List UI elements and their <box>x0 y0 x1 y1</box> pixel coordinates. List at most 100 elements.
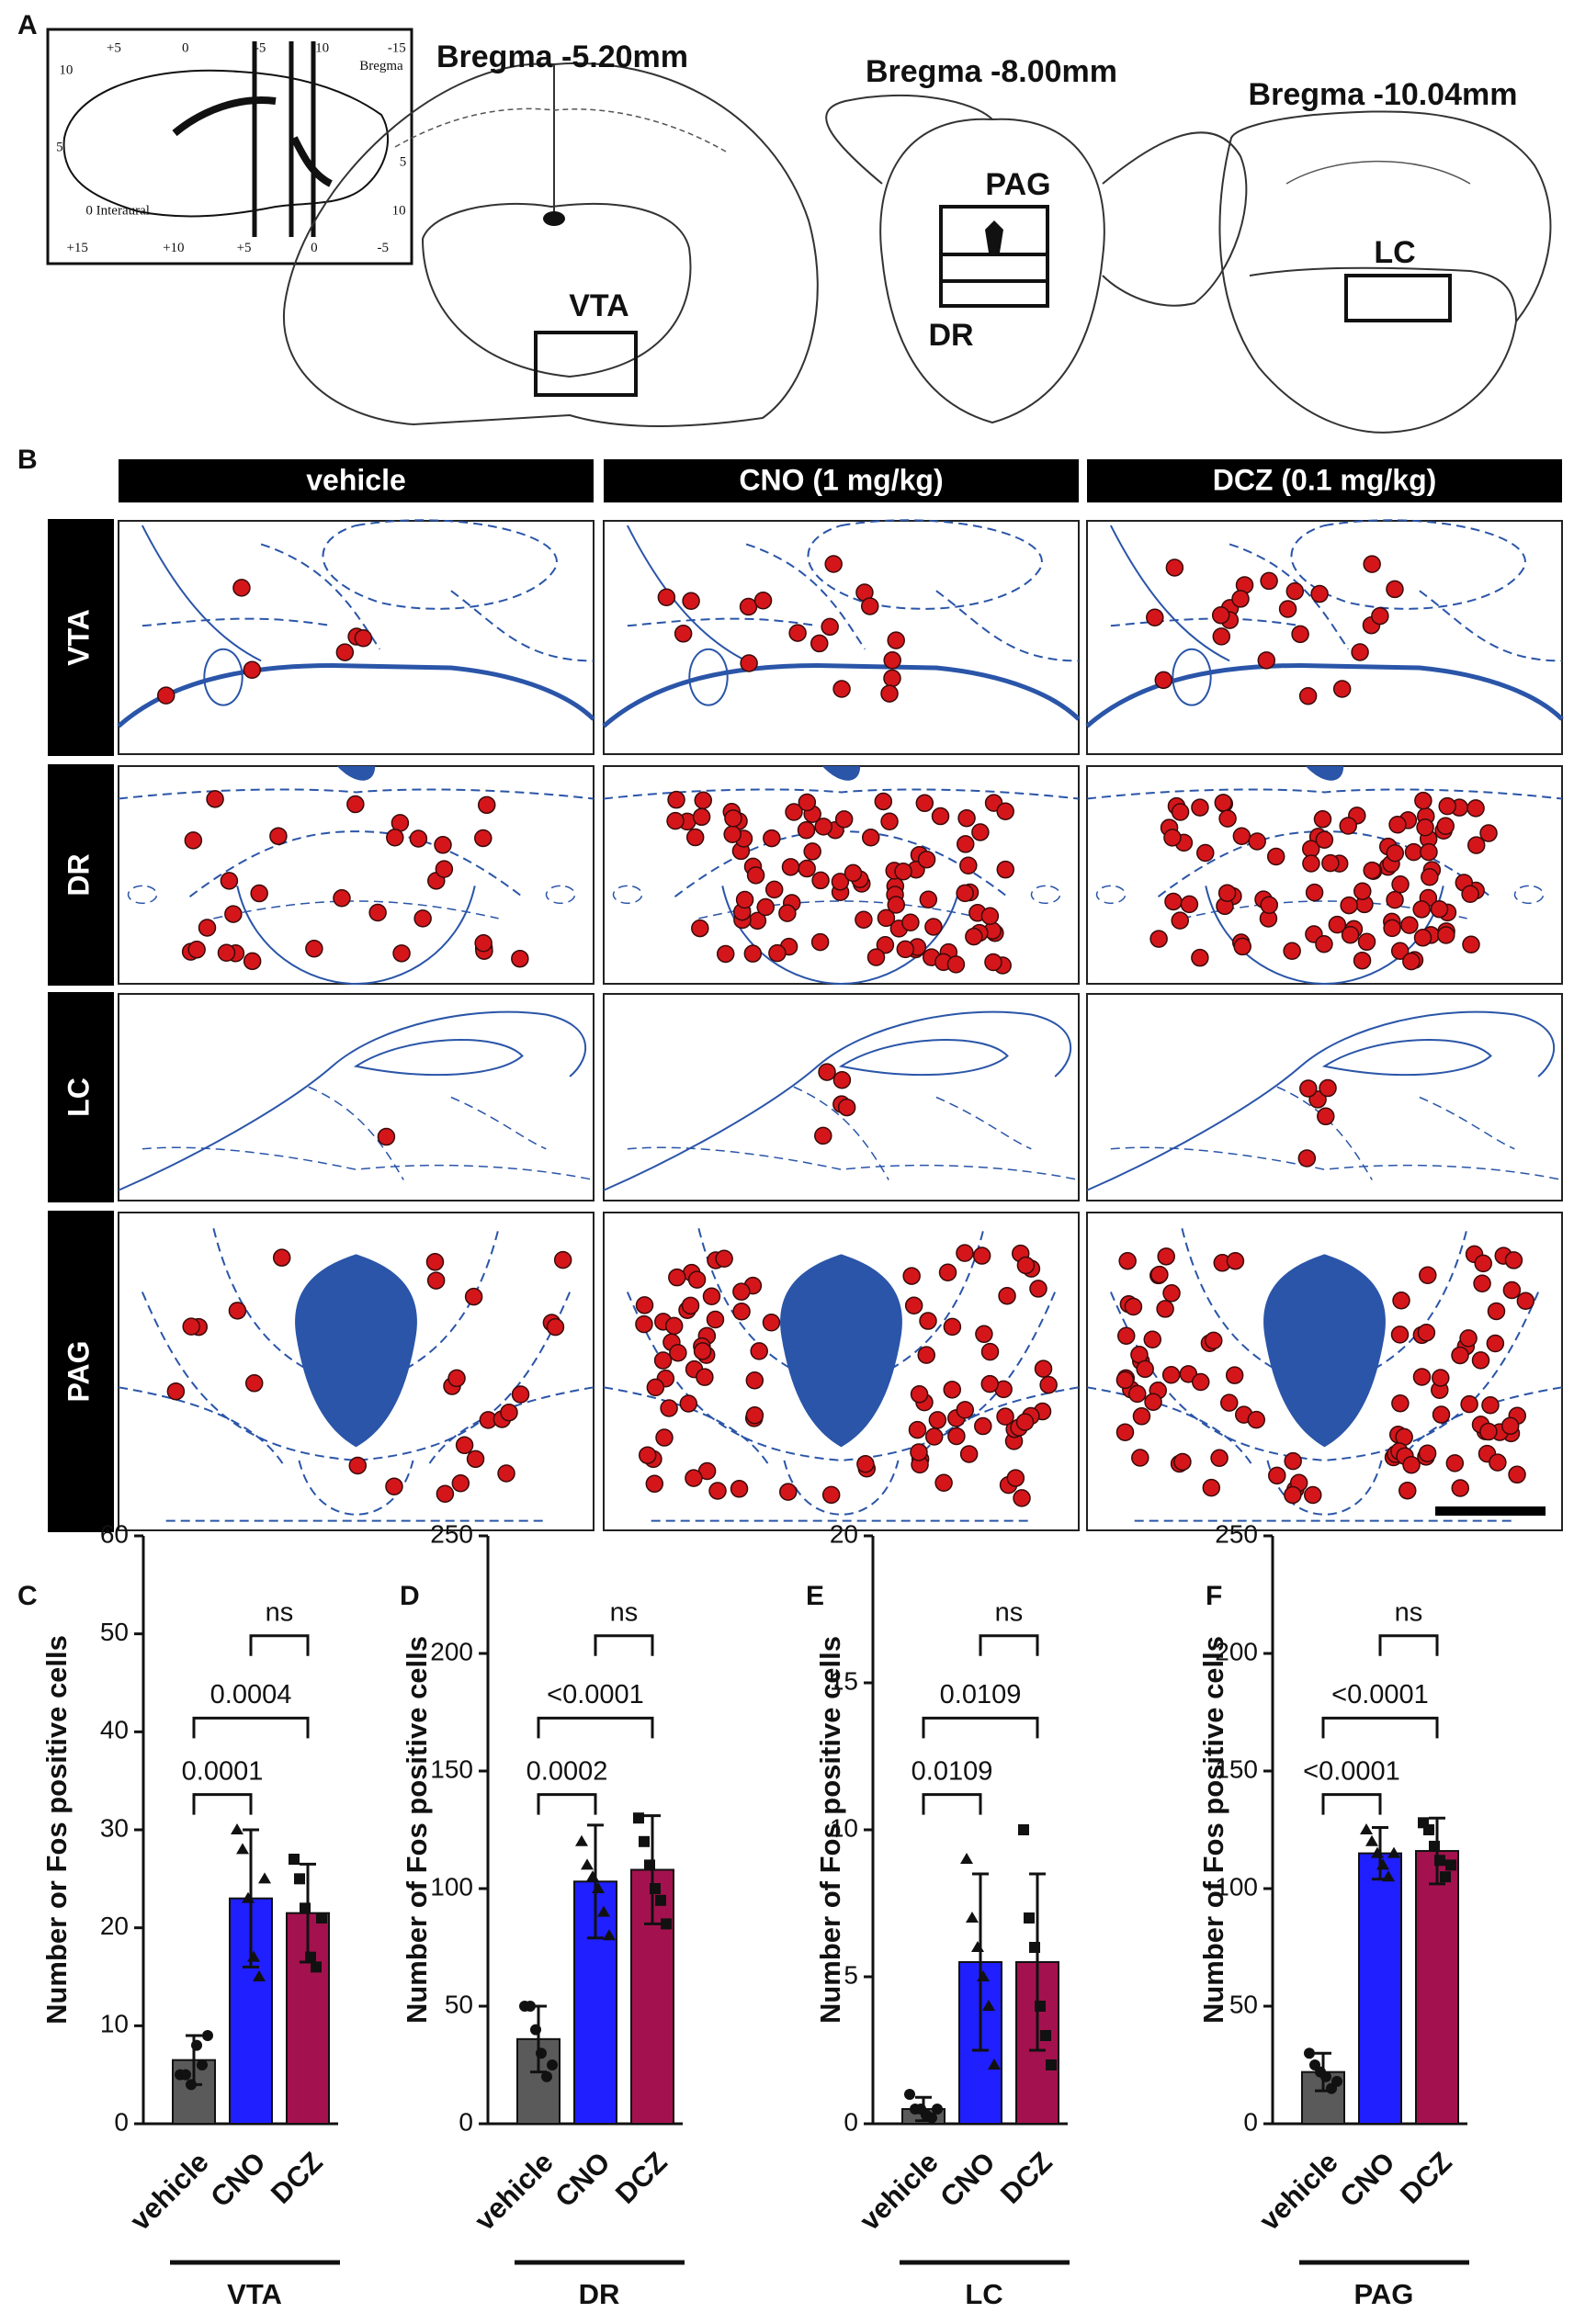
fos-cell <box>1202 1478 1221 1497</box>
fos-cell <box>980 1374 1000 1393</box>
group-label: VTA <box>227 2278 282 2310</box>
fos-cell <box>1233 937 1251 956</box>
fos-cell <box>1437 926 1455 944</box>
fos-cell <box>1386 580 1404 599</box>
fos-cell <box>1363 555 1381 573</box>
section-cell <box>1086 765 1563 985</box>
outline-path <box>1111 544 1562 660</box>
fos-cell <box>901 913 920 931</box>
fos-cell <box>1171 803 1190 821</box>
outline-path <box>842 1040 1008 1075</box>
fos-cell <box>844 863 863 883</box>
fos-cell <box>1154 671 1173 690</box>
fos-cell <box>1191 948 1209 967</box>
outline-path <box>628 1087 1079 1179</box>
fos-cell <box>984 953 1002 972</box>
fos-cell <box>1291 625 1309 644</box>
fos-cell <box>635 1296 654 1314</box>
fos-cell <box>1371 606 1389 626</box>
fos-cell <box>818 1063 836 1081</box>
outline-path <box>604 665 1079 726</box>
section-outline <box>604 1012 1079 1190</box>
fos-cell <box>1445 1454 1465 1472</box>
fos-cell <box>750 1342 768 1360</box>
fos-cell <box>1420 842 1438 862</box>
coronal-section <box>1285 160 1471 185</box>
data-point <box>316 1912 327 1924</box>
data-point <box>655 1894 666 1906</box>
fos-cell <box>919 1312 937 1330</box>
fos-cell <box>1402 952 1421 971</box>
fos-cell <box>1398 1481 1417 1500</box>
outline-path <box>1111 525 1229 705</box>
data-point <box>971 1941 984 1952</box>
fos-cell <box>693 1342 712 1360</box>
outline-path <box>1111 1087 1562 1179</box>
fos-cell <box>1211 605 1230 625</box>
region-label: VTA <box>569 288 628 323</box>
fos-cell <box>956 884 974 903</box>
y-tick-label: 5 <box>844 1960 858 1989</box>
fos-cell <box>198 919 217 937</box>
data-point <box>541 2070 552 2082</box>
fos-cell <box>1115 1371 1135 1390</box>
fos-cell <box>1340 896 1358 915</box>
fos-cell <box>821 617 839 637</box>
fos-cell <box>1285 581 1305 601</box>
data-point <box>639 1835 650 1847</box>
x-tick-label: DCZ <box>609 2146 674 2210</box>
fos-cell <box>392 944 411 963</box>
outline-path <box>604 789 1079 798</box>
fos-cell <box>1413 929 1432 947</box>
fos-cell <box>646 1378 665 1397</box>
inset-label: Bregma <box>359 59 403 73</box>
fos-cell <box>924 918 943 936</box>
inset-label: 10 <box>392 204 406 219</box>
fos-cell <box>206 790 224 808</box>
fos-cell <box>1504 1251 1523 1269</box>
fos-cell <box>413 909 432 928</box>
row-label-bg <box>48 1211 114 1532</box>
fos-cell <box>1400 916 1419 934</box>
fos-cell <box>1156 1300 1174 1318</box>
fos-cell <box>1414 791 1432 810</box>
sagittal-brain <box>62 69 390 218</box>
x-tick-label: vehicle <box>854 2146 945 2237</box>
fos-cell <box>511 949 529 968</box>
fos-cell <box>1390 942 1410 960</box>
fos-cell <box>980 907 1000 926</box>
fos-cell <box>426 1271 446 1290</box>
fos-cell <box>965 927 983 946</box>
fos-cell <box>655 1428 674 1447</box>
fos-cell <box>156 686 176 705</box>
data-point <box>1365 1834 1378 1846</box>
fos-cell <box>187 941 206 959</box>
fos-cell <box>1313 810 1332 829</box>
fos-cell <box>824 555 843 573</box>
fos-cell <box>874 792 893 811</box>
section-outline <box>1087 520 1562 726</box>
coronal-section <box>282 62 819 428</box>
fos-cell <box>269 827 288 845</box>
fos-cell <box>687 1270 707 1289</box>
fos-cell <box>956 1401 975 1419</box>
fos-cell <box>735 890 754 909</box>
fos-cell <box>1466 836 1486 854</box>
outline-path <box>722 886 960 984</box>
fos-cell <box>1225 1366 1244 1384</box>
data-point <box>1445 1859 1456 1871</box>
data-point <box>197 2059 208 2070</box>
fos-cell <box>1163 829 1182 847</box>
fos-cell <box>1298 686 1318 705</box>
fos-cell <box>1339 817 1357 835</box>
data-point <box>597 1905 610 1917</box>
fos-cell <box>708 1482 727 1500</box>
fos-cell <box>1388 816 1407 834</box>
fos-cell <box>1412 900 1431 919</box>
fos-cell <box>386 829 404 847</box>
fos-cell <box>1180 895 1199 914</box>
dr-blob <box>1305 766 1344 781</box>
y-tick-label: 0 <box>1243 2107 1258 2136</box>
data-point <box>1387 1846 1400 1858</box>
coronal-section <box>421 64 692 378</box>
